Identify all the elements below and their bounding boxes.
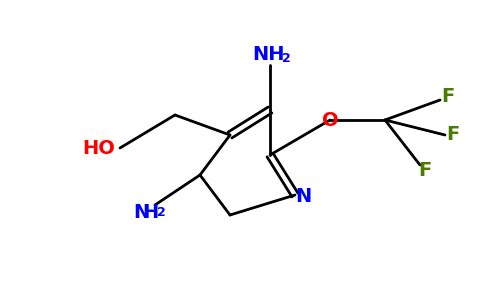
Text: N: N [295, 188, 311, 206]
Text: O: O [322, 110, 338, 130]
Text: F: F [441, 86, 454, 106]
Text: F: F [446, 125, 460, 145]
Text: NH: NH [252, 46, 284, 64]
Text: N: N [133, 203, 149, 223]
Text: H: H [142, 203, 158, 223]
Text: HO: HO [82, 139, 115, 158]
Text: 2: 2 [282, 52, 290, 65]
Text: F: F [418, 160, 432, 179]
Text: 2: 2 [157, 206, 166, 220]
